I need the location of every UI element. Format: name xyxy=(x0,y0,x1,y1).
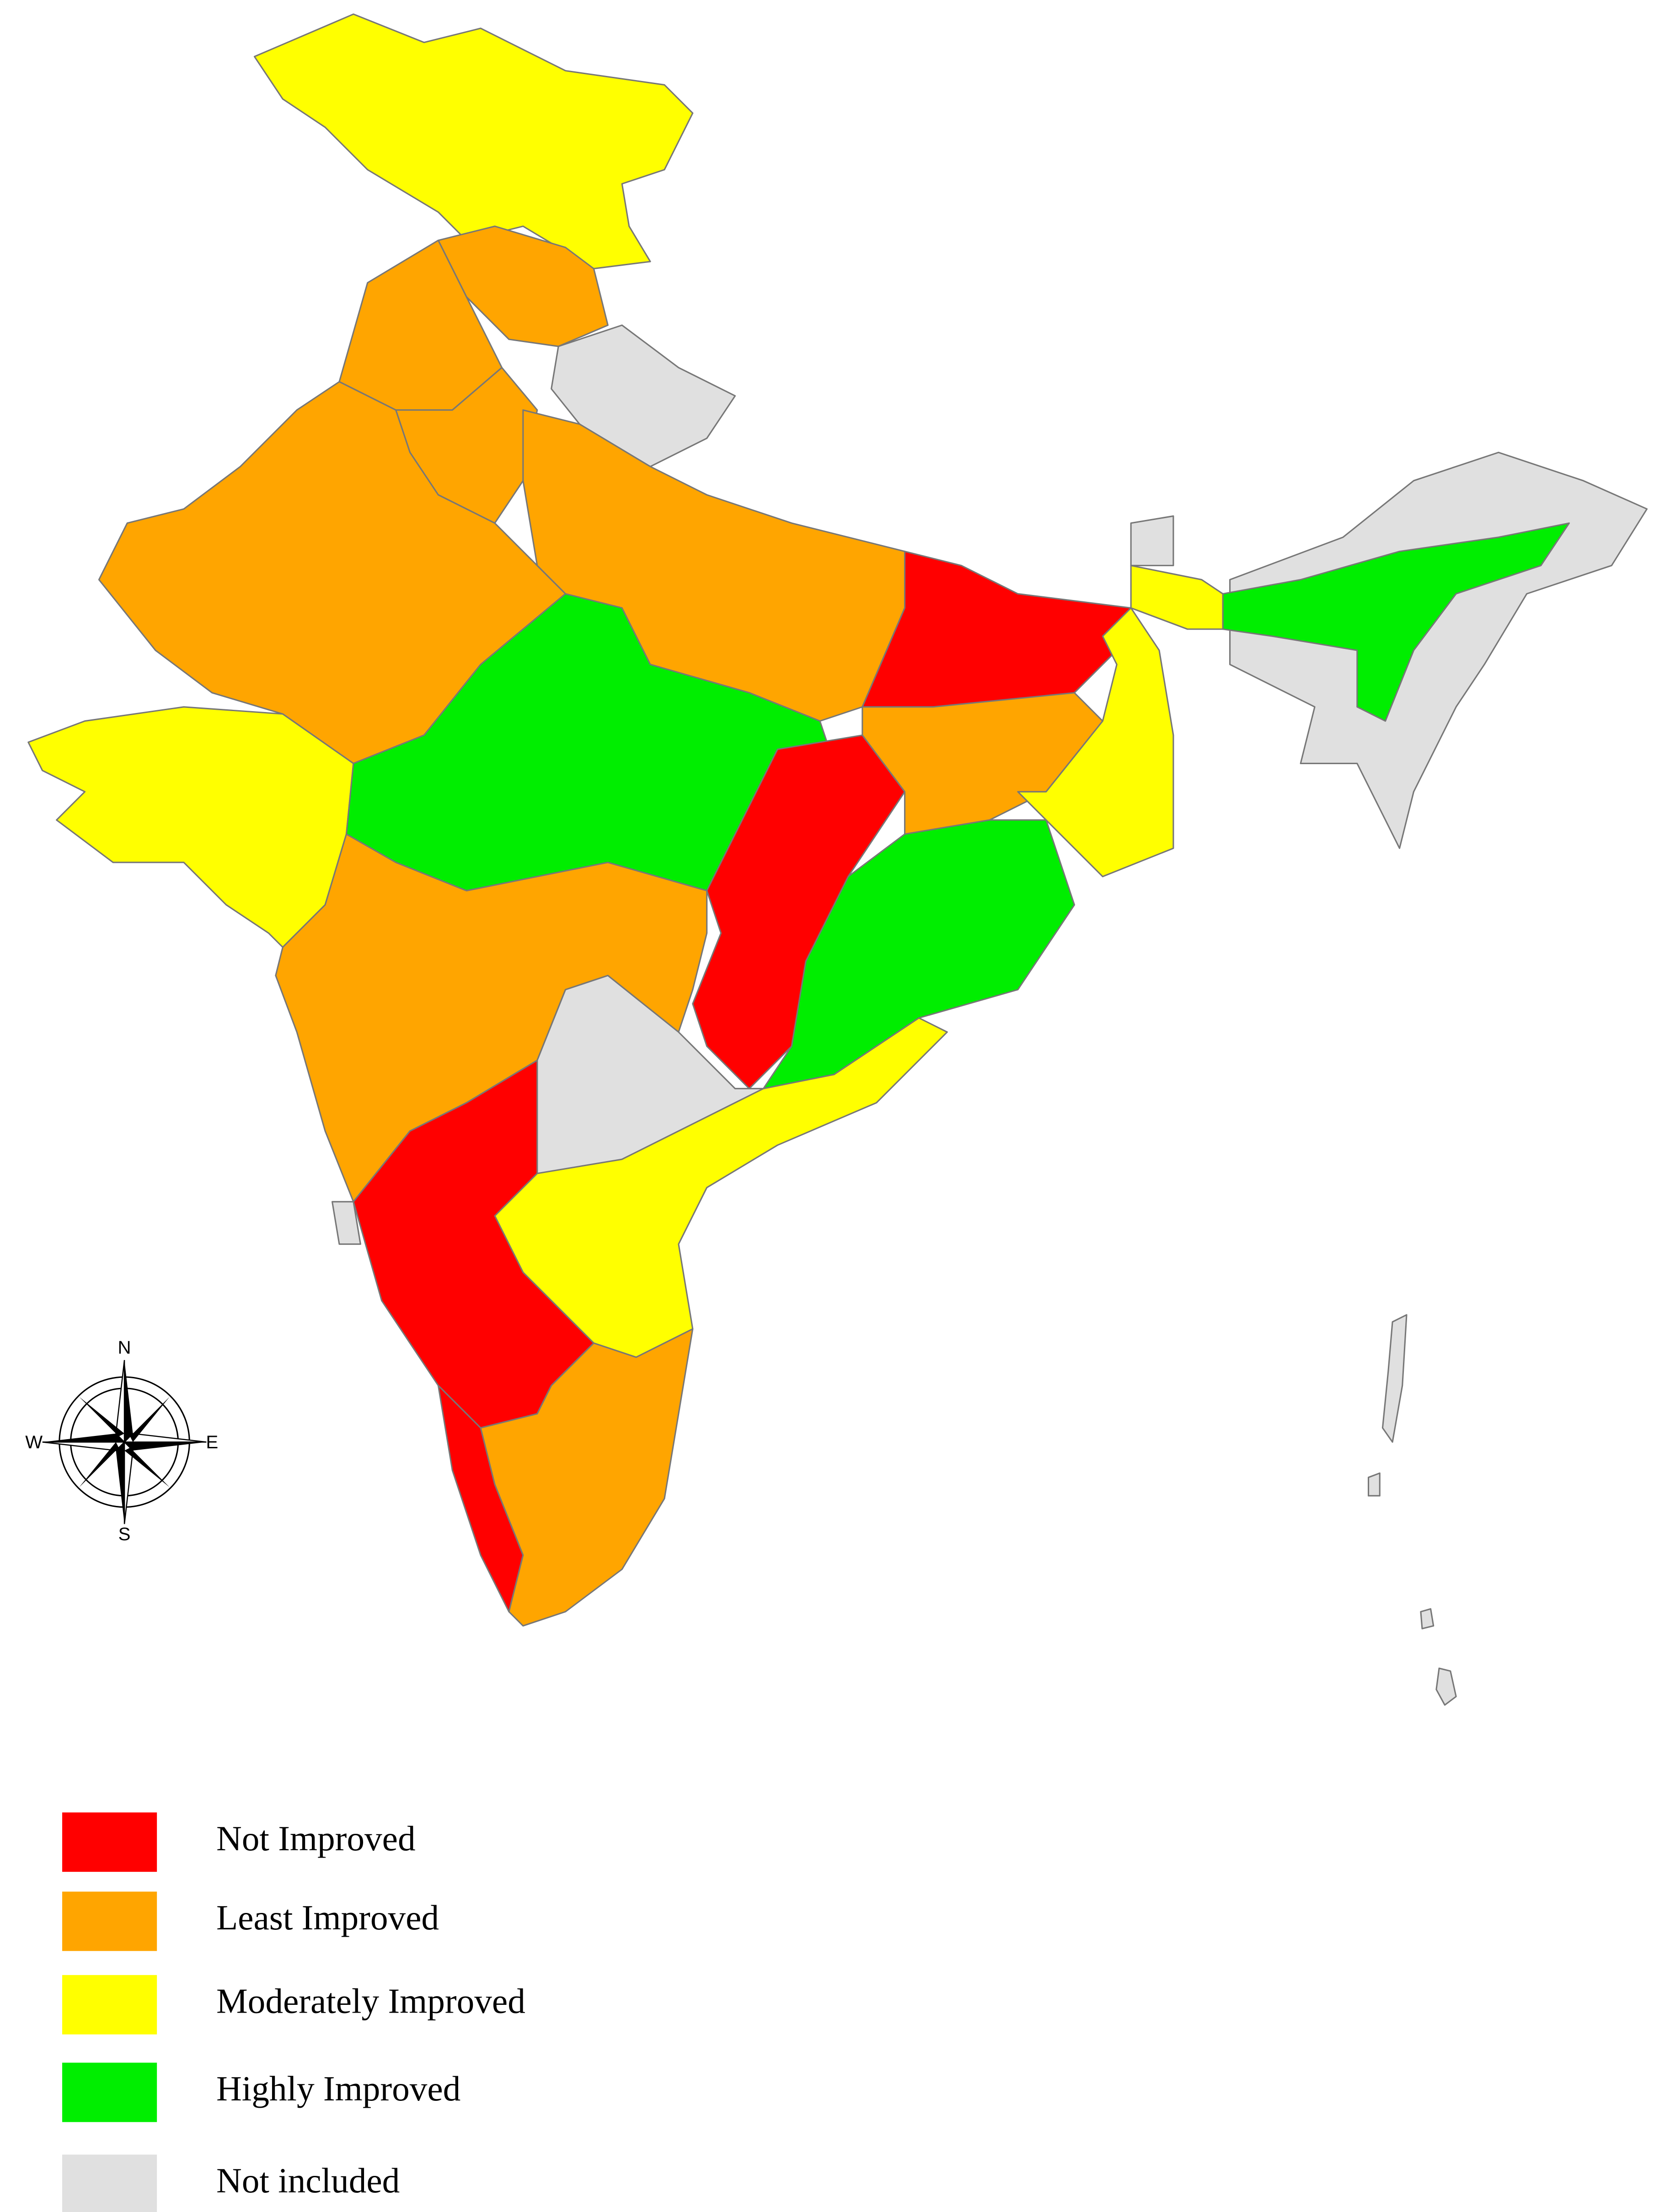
state-region xyxy=(331,1201,361,1245)
island xyxy=(1420,1608,1435,1629)
state-region xyxy=(437,225,609,348)
compass-point xyxy=(116,1442,125,1524)
island xyxy=(1381,1314,1408,1443)
state-region xyxy=(1017,607,1174,878)
compass: N E S W xyxy=(25,1337,218,1544)
state-region xyxy=(522,409,906,722)
state-region xyxy=(862,692,1103,835)
state-region xyxy=(1229,451,1648,849)
legend-label: Least Improved xyxy=(216,1898,439,1937)
legend-swatch xyxy=(62,1975,157,2035)
compass-point xyxy=(123,1433,207,1443)
compass-label: N xyxy=(118,1337,131,1358)
state-region xyxy=(551,324,736,467)
legend-label: Not included xyxy=(216,2161,400,2200)
state-region xyxy=(1130,515,1174,567)
legend-swatch xyxy=(62,1812,157,1872)
legend-label: Highly Improved xyxy=(216,2069,460,2108)
compass-point xyxy=(130,1397,170,1442)
states xyxy=(27,13,1648,1706)
compass-point xyxy=(124,1442,207,1451)
compass-point xyxy=(79,1442,119,1488)
legend-label: Not Improved xyxy=(216,1819,416,1858)
state-region xyxy=(27,706,354,948)
compass-label: W xyxy=(25,1432,43,1452)
state-region xyxy=(1130,565,1224,630)
legend-swatch xyxy=(62,2154,157,2212)
compass-point xyxy=(42,1441,126,1451)
compass-point xyxy=(124,1447,170,1488)
compass-point xyxy=(124,1360,133,1442)
state-region xyxy=(480,1328,694,1627)
legend-label: Moderately Improved xyxy=(216,1981,525,2020)
compass-point xyxy=(42,1433,125,1442)
state-region xyxy=(1222,522,1570,722)
compass-point xyxy=(79,1397,125,1436)
compass-label: S xyxy=(118,1524,131,1544)
legend-swatch xyxy=(62,2062,157,2122)
legend-swatch xyxy=(62,1891,157,1951)
state-region xyxy=(253,13,694,269)
island xyxy=(1435,1667,1457,1706)
island xyxy=(1367,1472,1381,1497)
compass-label: E xyxy=(206,1432,218,1452)
legend: Not Improved Least Improved Moderately Imp… xyxy=(62,1812,525,2212)
